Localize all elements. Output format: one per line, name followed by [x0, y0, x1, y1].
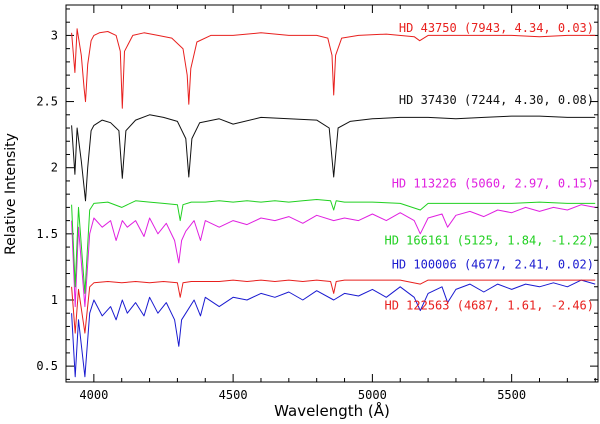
series-line: [71, 279, 596, 378]
y-axis-title: Relative Intensity: [3, 133, 19, 255]
series-labels: HD 43750 (7943, 4.34, 0.03) HD 37430 (724…: [384, 21, 594, 312]
y-tick-label: 1: [51, 293, 58, 307]
series-label: HD 122563 (4687, 1.61, -2.46): [384, 298, 594, 312]
y-tick-label: 1.5: [36, 227, 58, 241]
series-line: [71, 28, 596, 109]
x-tick-label: 5000: [358, 388, 387, 402]
series-line: [71, 204, 596, 308]
y-tick-label: 2: [51, 161, 58, 175]
spectra-series: [71, 28, 596, 378]
series-label: HD 37430 (7244, 4.30, 0.08): [399, 93, 594, 107]
plot-frame: [65, 4, 599, 383]
x-axis-title: Wavelength (Å): [274, 401, 390, 420]
x-tick-label: 4000: [79, 388, 108, 402]
y-axis-ticks: 0.5 1 1.5 2 2.5 3: [36, 8, 598, 380]
y-tick-label: 3: [51, 28, 58, 42]
x-tick-label: 4500: [219, 388, 248, 402]
x-axis-ticks: 4000 4500 5000 5500: [65, 5, 596, 402]
x-tick-label: 5500: [497, 388, 526, 402]
series-label: HD 113226 (5060, 2.97, 0.15): [392, 177, 594, 191]
series-line: [71, 279, 596, 334]
series-label: HD 100006 (4677, 2.41, 0.02): [392, 257, 594, 271]
y-tick-label: 2.5: [36, 95, 58, 109]
y-tick-label: 0.5: [36, 359, 58, 373]
series-label: HD 166161 (5125, 1.84, -1.22): [384, 233, 594, 247]
series-label: HD 43750 (7943, 4.34, 0.03): [399, 21, 594, 35]
series-line: [71, 114, 596, 202]
series-line: [71, 199, 596, 294]
